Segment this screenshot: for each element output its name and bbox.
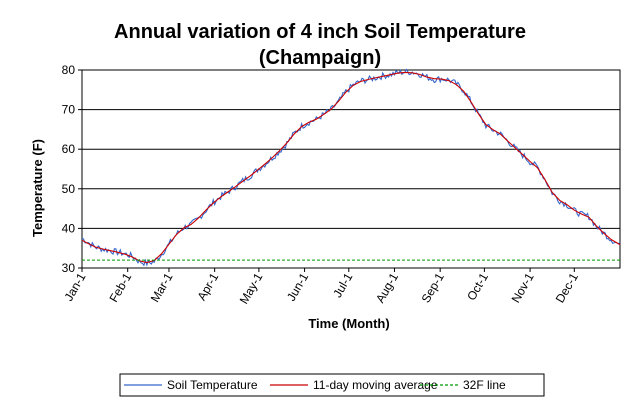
x-tick-label: Mar-1: [148, 270, 176, 304]
legend-frame: [119, 373, 545, 397]
legend: Soil Temperature 11-day moving average 32F…: [119, 373, 545, 397]
legend-label: 32F line: [463, 378, 506, 392]
x-tick-label: Oct-1: [464, 270, 491, 303]
chart-title: Annual variation of 4 inch Soil Temperat…: [114, 21, 526, 43]
x-tick-label: Dec-1: [553, 270, 581, 305]
y-tick-label: 40: [62, 221, 76, 235]
x-axis-label: Time (Month): [308, 316, 389, 331]
x-tick-label: Sep-1: [419, 270, 447, 305]
x-axis-ticks: Jan-1 Feb-1 Mar-1 Apr-1 May-1 Jun-1 Jul-1 Aug-1…: [61, 268, 581, 306]
chart-subtitle: (Champaign): [259, 47, 381, 69]
y-tick-label: 70: [62, 103, 76, 117]
y-axis-label: Temperature (F): [30, 139, 45, 237]
series-line-0: [81, 68, 621, 267]
x-tick-label: Aug-1: [373, 270, 401, 305]
y-tick-label: 50: [62, 182, 76, 196]
x-tick-label: May-1: [237, 270, 266, 306]
legend-label: Soil Temperature: [167, 378, 258, 392]
x-tick-label: Feb-1: [106, 270, 134, 304]
y-axis-ticks: 30 40 50 60 70 80: [62, 63, 82, 275]
gridlines: [82, 109, 620, 229]
y-tick-label: 30: [62, 261, 76, 275]
x-tick-label: Jun-1: [284, 270, 311, 303]
x-tick-label: Jul-1: [330, 270, 355, 300]
legend-label: 11-day moving average: [313, 378, 438, 392]
series-lines: [81, 68, 621, 267]
series-line-1: [81, 71, 621, 264]
x-tick-label: Apr-1: [194, 270, 221, 303]
x-tick-label: Jan-1: [61, 270, 88, 303]
y-tick-label: 60: [62, 142, 76, 156]
x-tick-label: Nov-1: [509, 270, 537, 305]
y-tick-label: 80: [62, 63, 76, 77]
plot-area: [81, 69, 621, 269]
